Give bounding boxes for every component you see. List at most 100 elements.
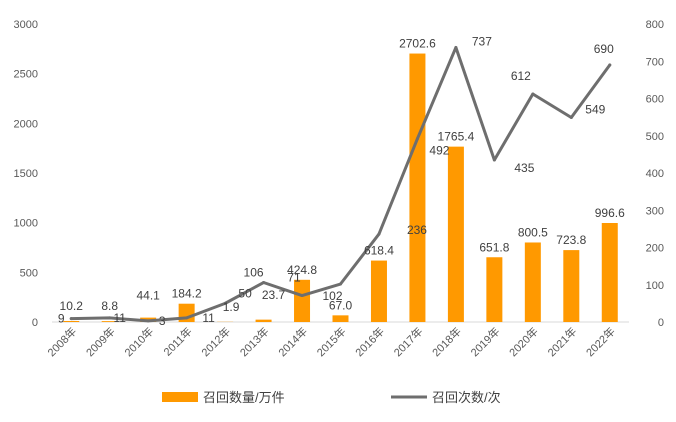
bar-10 <box>447 146 464 322</box>
bar-7 <box>332 315 349 322</box>
line-point-6 <box>300 294 304 298</box>
x-tick-2: 2010年 <box>121 324 156 359</box>
bar-label-11: 651.8 <box>479 240 509 254</box>
line-point-3 <box>185 316 189 320</box>
bar-14 <box>601 223 618 322</box>
legend-bar-label: 召回数量/万件 <box>203 390 285 405</box>
x-tick-5: 2013年 <box>237 324 272 359</box>
line-data-labels: 9 11 3 11 50 106 71 102 236 492 737 435 612 549 690 <box>58 34 614 327</box>
y-right-tick-5: 500 <box>646 131 664 143</box>
y-left-tick-2: 1000 <box>14 218 38 230</box>
bar-label-12: 800.5 <box>518 225 548 239</box>
legend: 召回数量/万件 召回次数/次 <box>162 390 501 405</box>
x-tick-4: 2012年 <box>198 324 233 359</box>
bar-series <box>63 53 618 322</box>
y-right-tick-4: 400 <box>646 168 664 180</box>
line-label-2: 3 <box>159 314 166 328</box>
bar-1 <box>101 321 118 322</box>
bar-12 <box>524 242 541 322</box>
bar-8 <box>370 260 387 322</box>
line-label-0: 9 <box>58 312 65 326</box>
y-right-tick-2: 200 <box>646 243 664 255</box>
bar-9 <box>409 53 426 322</box>
line-point-8 <box>377 232 381 236</box>
line-label-7: 102 <box>322 289 342 303</box>
x-tick-9: 2017年 <box>391 324 426 359</box>
bar-label-10: 1765.4 <box>438 130 475 144</box>
bar-label-6: 424.8 <box>287 263 317 277</box>
line-label-3: 11 <box>202 311 215 325</box>
y-left-tick-4: 2000 <box>14 118 38 130</box>
y-right-tick-0: 0 <box>658 317 664 329</box>
bar-6 <box>294 279 311 322</box>
bar-13 <box>563 250 580 322</box>
x-tick-13: 2021年 <box>544 324 579 359</box>
line-point-14 <box>608 63 612 67</box>
bar-label-7: 67.0 <box>329 298 353 312</box>
x-tick-6: 2014年 <box>275 324 310 359</box>
bar-11 <box>486 257 503 322</box>
y-left-tick-5: 2500 <box>14 69 38 81</box>
line-point-12 <box>531 92 535 96</box>
line-point-0 <box>69 317 73 321</box>
line-label-12: 612 <box>511 69 531 83</box>
line-point-5 <box>262 281 266 285</box>
x-tick-1: 2009年 <box>83 324 118 359</box>
line-point-7 <box>339 282 342 286</box>
y-right-tick-3: 300 <box>646 205 664 217</box>
bar-label-1: 8.8 <box>101 299 118 313</box>
x-axis: 2008年 2009年 2010年 2011年 2012年 2013年 2014年 2015年… <box>44 324 618 359</box>
bar-5 <box>255 319 272 322</box>
line-label-11: 435 <box>514 161 534 175</box>
x-tick-0: 2008年 <box>44 324 79 359</box>
bar-label-5: 23.7 <box>262 288 286 302</box>
bar-label-2: 44.1 <box>136 289 160 303</box>
y-right-tick-8: 800 <box>646 19 664 31</box>
line-label-8: 236 <box>407 223 427 237</box>
legend-line-label: 召回次数/次 <box>432 390 501 405</box>
line-point-1 <box>108 316 112 320</box>
x-tick-12: 2020年 <box>506 324 541 359</box>
y-right-tick-1: 100 <box>646 280 664 292</box>
line-label-1: 11 <box>113 311 126 325</box>
x-tick-10: 2018年 <box>429 324 464 359</box>
x-tick-8: 2016年 <box>352 324 387 359</box>
line-point-2 <box>146 319 150 323</box>
y-right-tick-6: 600 <box>646 94 664 106</box>
y-right-axis: 0 100 200 300 400 500 600 700 800 <box>646 19 664 329</box>
y-left-tick-3: 1500 <box>14 168 38 180</box>
bar-label-9: 2702.6 <box>399 37 436 51</box>
x-tick-7: 2015年 <box>314 324 349 359</box>
line-point-13 <box>569 115 573 119</box>
bar-label-13: 723.8 <box>556 233 586 247</box>
line-label-5: 106 <box>244 266 264 280</box>
bar-0 <box>63 320 80 322</box>
line-label-4: 50 <box>238 286 252 300</box>
bar-label-14: 996.6 <box>595 206 625 220</box>
line-series <box>69 45 612 323</box>
y-left-tick-6: 3000 <box>14 19 38 31</box>
bar-label-0: 10.2 <box>60 299 84 313</box>
line-point-10 <box>454 45 458 49</box>
x-tick-14: 2022年 <box>583 324 618 359</box>
y-left-tick-0: 0 <box>32 317 38 329</box>
line-label-10: 737 <box>472 34 492 48</box>
legend-bar-swatch <box>162 392 198 402</box>
bar-label-4: 1.9 <box>223 300 240 314</box>
y-right-tick-7: 700 <box>646 56 664 68</box>
x-tick-11: 2019年 <box>467 324 502 359</box>
line-point-11 <box>492 158 496 162</box>
line-label-13: 549 <box>585 102 605 116</box>
y-left-axis: 0 500 1000 1500 2000 2500 3000 <box>14 19 38 329</box>
line-label-9: 492 <box>429 144 449 158</box>
y-left-tick-1: 500 <box>20 267 38 279</box>
line-point-4 <box>223 301 227 305</box>
line-label-6: 71 <box>287 271 301 285</box>
line-label-14: 690 <box>594 42 614 56</box>
bar-label-8: 618.4 <box>364 244 394 258</box>
bar-label-3: 184.2 <box>172 287 202 301</box>
x-tick-3: 2011年 <box>160 324 194 358</box>
